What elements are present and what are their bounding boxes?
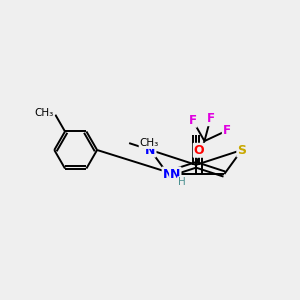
Text: F: F [206, 112, 214, 125]
Text: F: F [189, 114, 196, 127]
Text: N: N [163, 167, 173, 181]
Text: CH₃: CH₃ [140, 138, 159, 148]
Text: N: N [145, 143, 155, 157]
Text: F: F [223, 124, 231, 137]
Text: O: O [194, 144, 204, 157]
Text: S: S [237, 143, 246, 157]
Text: CH₃: CH₃ [34, 108, 54, 118]
Text: N: N [170, 167, 181, 181]
Text: H: H [178, 177, 186, 187]
